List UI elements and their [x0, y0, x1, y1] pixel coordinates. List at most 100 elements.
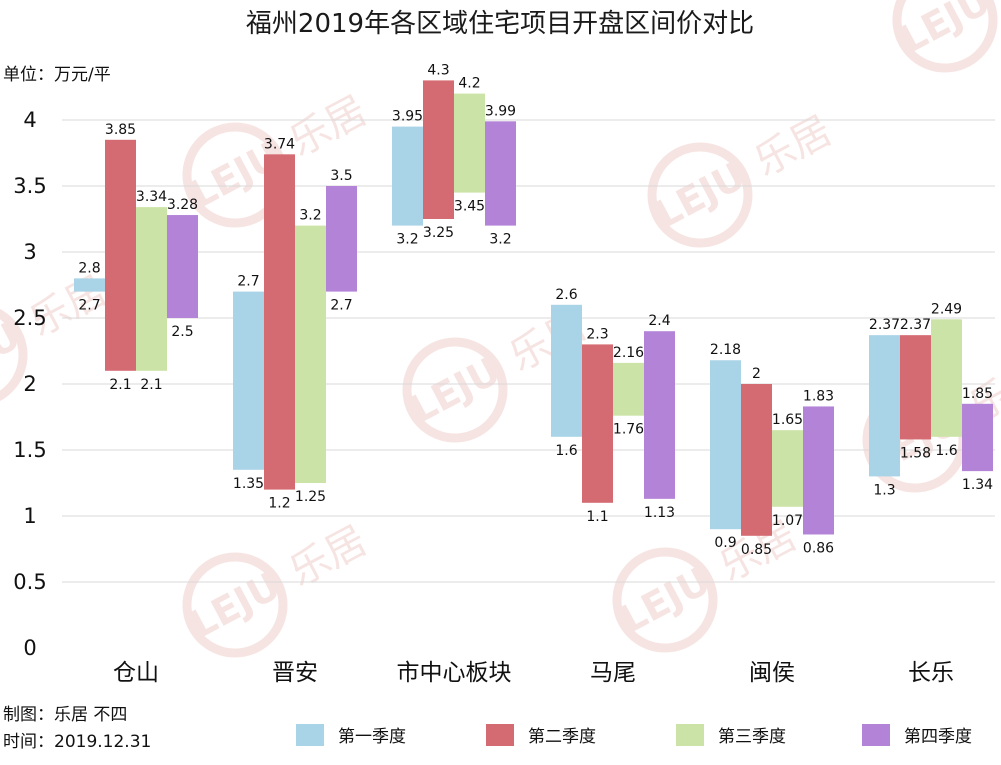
data-label-high: 3.28 [167, 197, 198, 213]
bar-晋安-第一季度 [233, 291, 264, 470]
bar-马尾-第二季度 [582, 344, 613, 503]
legend-label: 第二季度 [528, 727, 596, 747]
legend-swatch-第三季度 [676, 724, 704, 746]
y-tick-label: 2 [23, 372, 36, 396]
data-label-high: 2.37 [900, 317, 931, 333]
watermark-ring [612, 547, 718, 653]
data-label-high: 2.4 [648, 313, 670, 329]
y-tick-label: 3 [23, 240, 36, 264]
data-label-high: 2.7 [237, 274, 259, 290]
data-label-low: 3.2 [396, 232, 418, 248]
data-label-low: 2.7 [78, 298, 100, 314]
x-tick-label: 仓山 [113, 660, 159, 686]
data-label-low: 1.13 [644, 505, 675, 521]
data-label-low: 1.76 [613, 422, 644, 438]
gridlines [62, 119, 995, 583]
data-label-low: 1.35 [233, 476, 264, 492]
data-label-high: 3.5 [330, 168, 352, 184]
data-label-high: 1.65 [772, 412, 803, 428]
chart-title: 福州2019年各区域住宅项目开盘区间价对比 [246, 9, 754, 39]
data-labels: 2.8 2.7 3.85 2.1 3.34 2.1 3.28 2.5 2.7 1.35 3.74 1.… [78, 62, 993, 557]
data-label-low: 1.25 [295, 489, 326, 505]
bar-马尾-第三季度 [613, 362, 644, 416]
data-label-low: 3.25 [423, 225, 454, 241]
credit-maker: 制图：乐居 不四 [3, 705, 127, 725]
bar-长乐-第四季度 [962, 403, 993, 472]
bar-晋安-第三季度 [295, 225, 326, 483]
legend-label: 第一季度 [338, 727, 406, 747]
y-tick-label: 0 [23, 636, 36, 660]
credit-date: 时间：2019.12.31 [3, 732, 151, 752]
y-tick-label: 0.5 [13, 570, 46, 594]
legend-label: 第三季度 [718, 727, 786, 747]
bar-市中心板块-第三季度 [454, 93, 485, 193]
data-label-high: 2.6 [555, 287, 577, 303]
legend-label: 第四季度 [904, 727, 972, 747]
data-label-low: 3.45 [454, 199, 485, 215]
bar-晋安-第二季度 [264, 154, 295, 490]
data-label-low: 1.3 [873, 482, 895, 498]
data-label-low: 2.1 [140, 377, 162, 393]
watermark-ring [402, 337, 508, 443]
data-label-high: 2.49 [931, 301, 962, 317]
bar-仓山-第二季度 [105, 139, 136, 371]
y-tick-label: 3.5 [13, 174, 46, 198]
data-label-low: 2.7 [330, 298, 352, 314]
bar-长乐-第三季度 [931, 319, 962, 437]
data-label-high: 3.85 [105, 122, 136, 138]
bars [74, 80, 993, 536]
bar-市中心板块-第四季度 [485, 121, 516, 226]
data-label-low: 2.1 [109, 377, 131, 393]
data-label-high: 1.83 [803, 388, 834, 404]
data-label-high: 2.8 [78, 260, 100, 276]
bar-仓山-第三季度 [136, 207, 167, 371]
data-label-high: 1.85 [962, 386, 993, 402]
data-label-low: 1.6 [555, 443, 577, 459]
y-tick-label: 1 [23, 504, 36, 528]
data-label-high: 2.18 [710, 342, 741, 358]
x-axis-ticks: 仓山 晋安 市中心板块 马尾 闽侯 长乐 [113, 660, 954, 686]
data-label-high: 2.37 [869, 317, 900, 333]
y-axis-ticks: 0 0.5 1 1.5 2 2.5 3 3.5 4 [13, 108, 46, 660]
data-label-high: 3.34 [136, 189, 167, 205]
data-label-high: 3.99 [485, 103, 516, 119]
x-tick-label: 闽侯 [749, 660, 795, 686]
bar-仓山-第一季度 [74, 278, 105, 292]
data-label-high: 3.74 [264, 136, 295, 152]
data-label-low: 0.86 [803, 540, 834, 556]
bar-马尾-第四季度 [644, 331, 675, 499]
data-label-high: 3.95 [392, 109, 423, 125]
bar-闽侯-第二季度 [741, 384, 772, 536]
data-label-high: 2.16 [613, 345, 644, 361]
data-label-low: 1.58 [900, 445, 931, 461]
y-tick-label: 2.5 [13, 306, 46, 330]
data-label-low: 2.5 [171, 324, 193, 340]
bar-马尾-第一季度 [551, 304, 582, 437]
y-tick-label: 4 [23, 108, 36, 132]
watermark-ring [0, 302, 28, 408]
watermark-ring [892, 0, 998, 73]
watermark-ring [182, 122, 288, 228]
data-label-high: 4.2 [458, 76, 480, 92]
y-tick-label: 1.5 [13, 438, 46, 462]
data-label-low: 0.85 [741, 542, 772, 558]
watermark-brand: 乐居 [282, 88, 374, 166]
bar-晋安-第四季度 [326, 186, 357, 292]
x-tick-label: 马尾 [590, 660, 636, 686]
x-tick-label: 长乐 [908, 660, 954, 686]
watermark-ring [647, 142, 753, 248]
bar-仓山-第四季度 [167, 215, 198, 318]
data-label-high: 4.3 [427, 62, 449, 78]
data-label-low: 0.9 [714, 535, 736, 551]
watermark-brand: 乐居 [747, 108, 839, 186]
data-label-high: 2 [752, 366, 761, 382]
legend: 第一季度 第二季度 第三季度 第四季度 [296, 724, 972, 747]
bar-市中心板块-第一季度 [392, 126, 423, 226]
unit-label: 单位：万元/平 [3, 65, 111, 85]
data-label-low: 1.6 [935, 443, 957, 459]
watermark-brand: 乐居 [282, 518, 374, 596]
x-tick-label: 市中心板块 [397, 660, 512, 686]
